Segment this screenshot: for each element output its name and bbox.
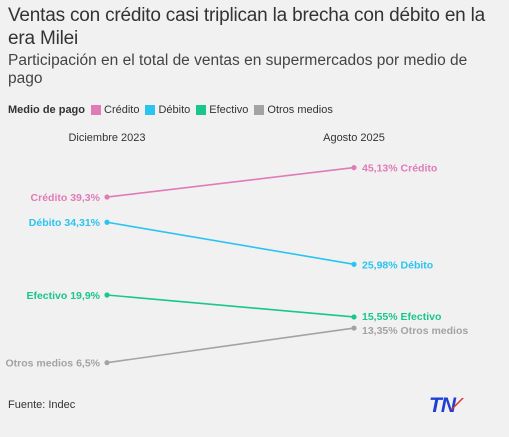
legend-title: Medio de pago: [8, 104, 85, 116]
x-label-end: Agosto 2025: [323, 132, 385, 144]
label-start-credito: Crédito 39,3%: [31, 192, 101, 204]
legend-item-debito[interactable]: Débito: [145, 104, 190, 116]
series-line-otros-medios: [106, 327, 355, 364]
legend-swatch-debito: [145, 105, 156, 115]
point-end-otros-medios: [351, 325, 357, 331]
series-line-credito: [106, 166, 355, 198]
point-start-debito: [104, 219, 110, 225]
label-end-credito: 45,13% Crédito: [362, 163, 437, 175]
chart-title: Ventas con crédito casi triplican la bre…: [8, 5, 486, 49]
legend-swatch-otros: [254, 105, 265, 115]
point-start-credito: [104, 194, 110, 200]
legend-label-credito: Crédito: [104, 104, 140, 116]
legend-label-otros: Otros medios: [267, 104, 333, 116]
series-line-debito: [106, 221, 355, 266]
point-end-credito: [351, 164, 357, 171]
source-note: Fuente: Indec: [8, 399, 76, 411]
legend-label-efectivo: Efectivo: [209, 104, 249, 116]
tn-logo-accent: [450, 398, 464, 410]
point-end-efectivo: [351, 314, 357, 320]
x-label-start: Diciembre 2023: [68, 132, 145, 144]
point-end-debito: [351, 261, 357, 267]
legend-item-otros[interactable]: Otros medios: [254, 104, 333, 116]
legend-label-debito: Débito: [158, 104, 191, 116]
legend-item-credito[interactable]: Crédito: [91, 104, 139, 116]
point-start-otros-medios: [104, 360, 110, 366]
label-start-efectivo: Efectivo 19,9%: [26, 290, 100, 302]
label-start-debito: Débito 34,31%: [29, 217, 101, 229]
label-end-debito: 25,98% Débito: [362, 259, 433, 271]
chart-subtitle: Participación en el total de ventas en s…: [8, 52, 468, 87]
label-end-otros-medios: 13,35% Otros medios: [362, 325, 468, 337]
legend-swatch-efectivo: [196, 105, 207, 115]
label-start-otros-medios: Otros medios 6,5%: [5, 358, 100, 370]
legend: Medio de pago Crédito Débito Efectivo Ot…: [8, 104, 339, 116]
legend-item-efectivo[interactable]: Efectivo: [196, 104, 248, 116]
label-end-efectivo: 15,55% Efectivo: [362, 311, 441, 323]
series-line-efectivo: [106, 294, 355, 318]
tn-logo: TN: [429, 394, 464, 416]
point-start-efectivo: [104, 292, 110, 298]
legend-swatch-credito: [91, 105, 101, 115]
tn-logo-text: TN: [429, 394, 457, 416]
